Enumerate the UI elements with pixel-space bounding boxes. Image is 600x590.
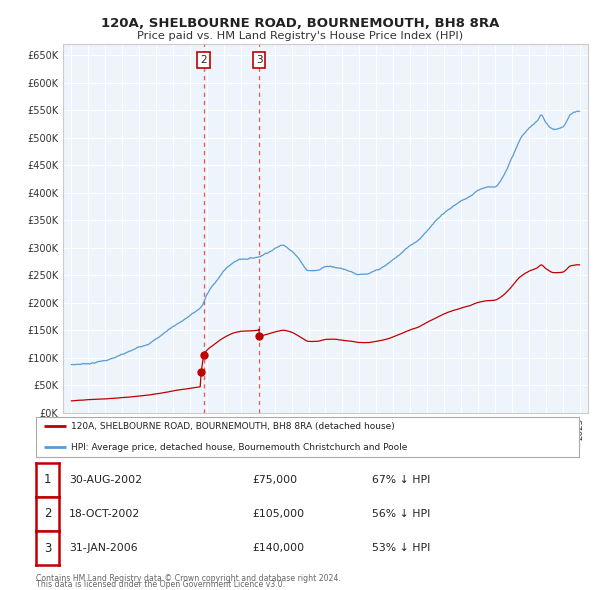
Text: Contains HM Land Registry data © Crown copyright and database right 2024.: Contains HM Land Registry data © Crown c… [36, 574, 341, 583]
Text: 3: 3 [256, 55, 262, 65]
Text: Price paid vs. HM Land Registry's House Price Index (HPI): Price paid vs. HM Land Registry's House … [137, 31, 463, 41]
Text: 31-JAN-2006: 31-JAN-2006 [69, 543, 137, 553]
Text: This data is licensed under the Open Government Licence v3.0.: This data is licensed under the Open Gov… [36, 580, 285, 589]
Text: 67% ↓ HPI: 67% ↓ HPI [372, 475, 430, 484]
Text: 3: 3 [44, 542, 51, 555]
Text: 120A, SHELBOURNE ROAD, BOURNEMOUTH, BH8 8RA: 120A, SHELBOURNE ROAD, BOURNEMOUTH, BH8 … [101, 17, 499, 30]
Text: £140,000: £140,000 [252, 543, 304, 553]
Text: 30-AUG-2002: 30-AUG-2002 [69, 475, 142, 484]
Text: 53% ↓ HPI: 53% ↓ HPI [372, 543, 430, 553]
Text: £75,000: £75,000 [252, 475, 297, 484]
Text: 18-OCT-2002: 18-OCT-2002 [69, 509, 140, 519]
Text: HPI: Average price, detached house, Bournemouth Christchurch and Poole: HPI: Average price, detached house, Bour… [71, 442, 407, 452]
Text: 2: 2 [44, 507, 51, 520]
Text: 120A, SHELBOURNE ROAD, BOURNEMOUTH, BH8 8RA (detached house): 120A, SHELBOURNE ROAD, BOURNEMOUTH, BH8 … [71, 422, 395, 431]
Text: 1: 1 [44, 473, 51, 486]
Text: £105,000: £105,000 [252, 509, 304, 519]
Text: 56% ↓ HPI: 56% ↓ HPI [372, 509, 430, 519]
Text: 2: 2 [200, 55, 207, 65]
